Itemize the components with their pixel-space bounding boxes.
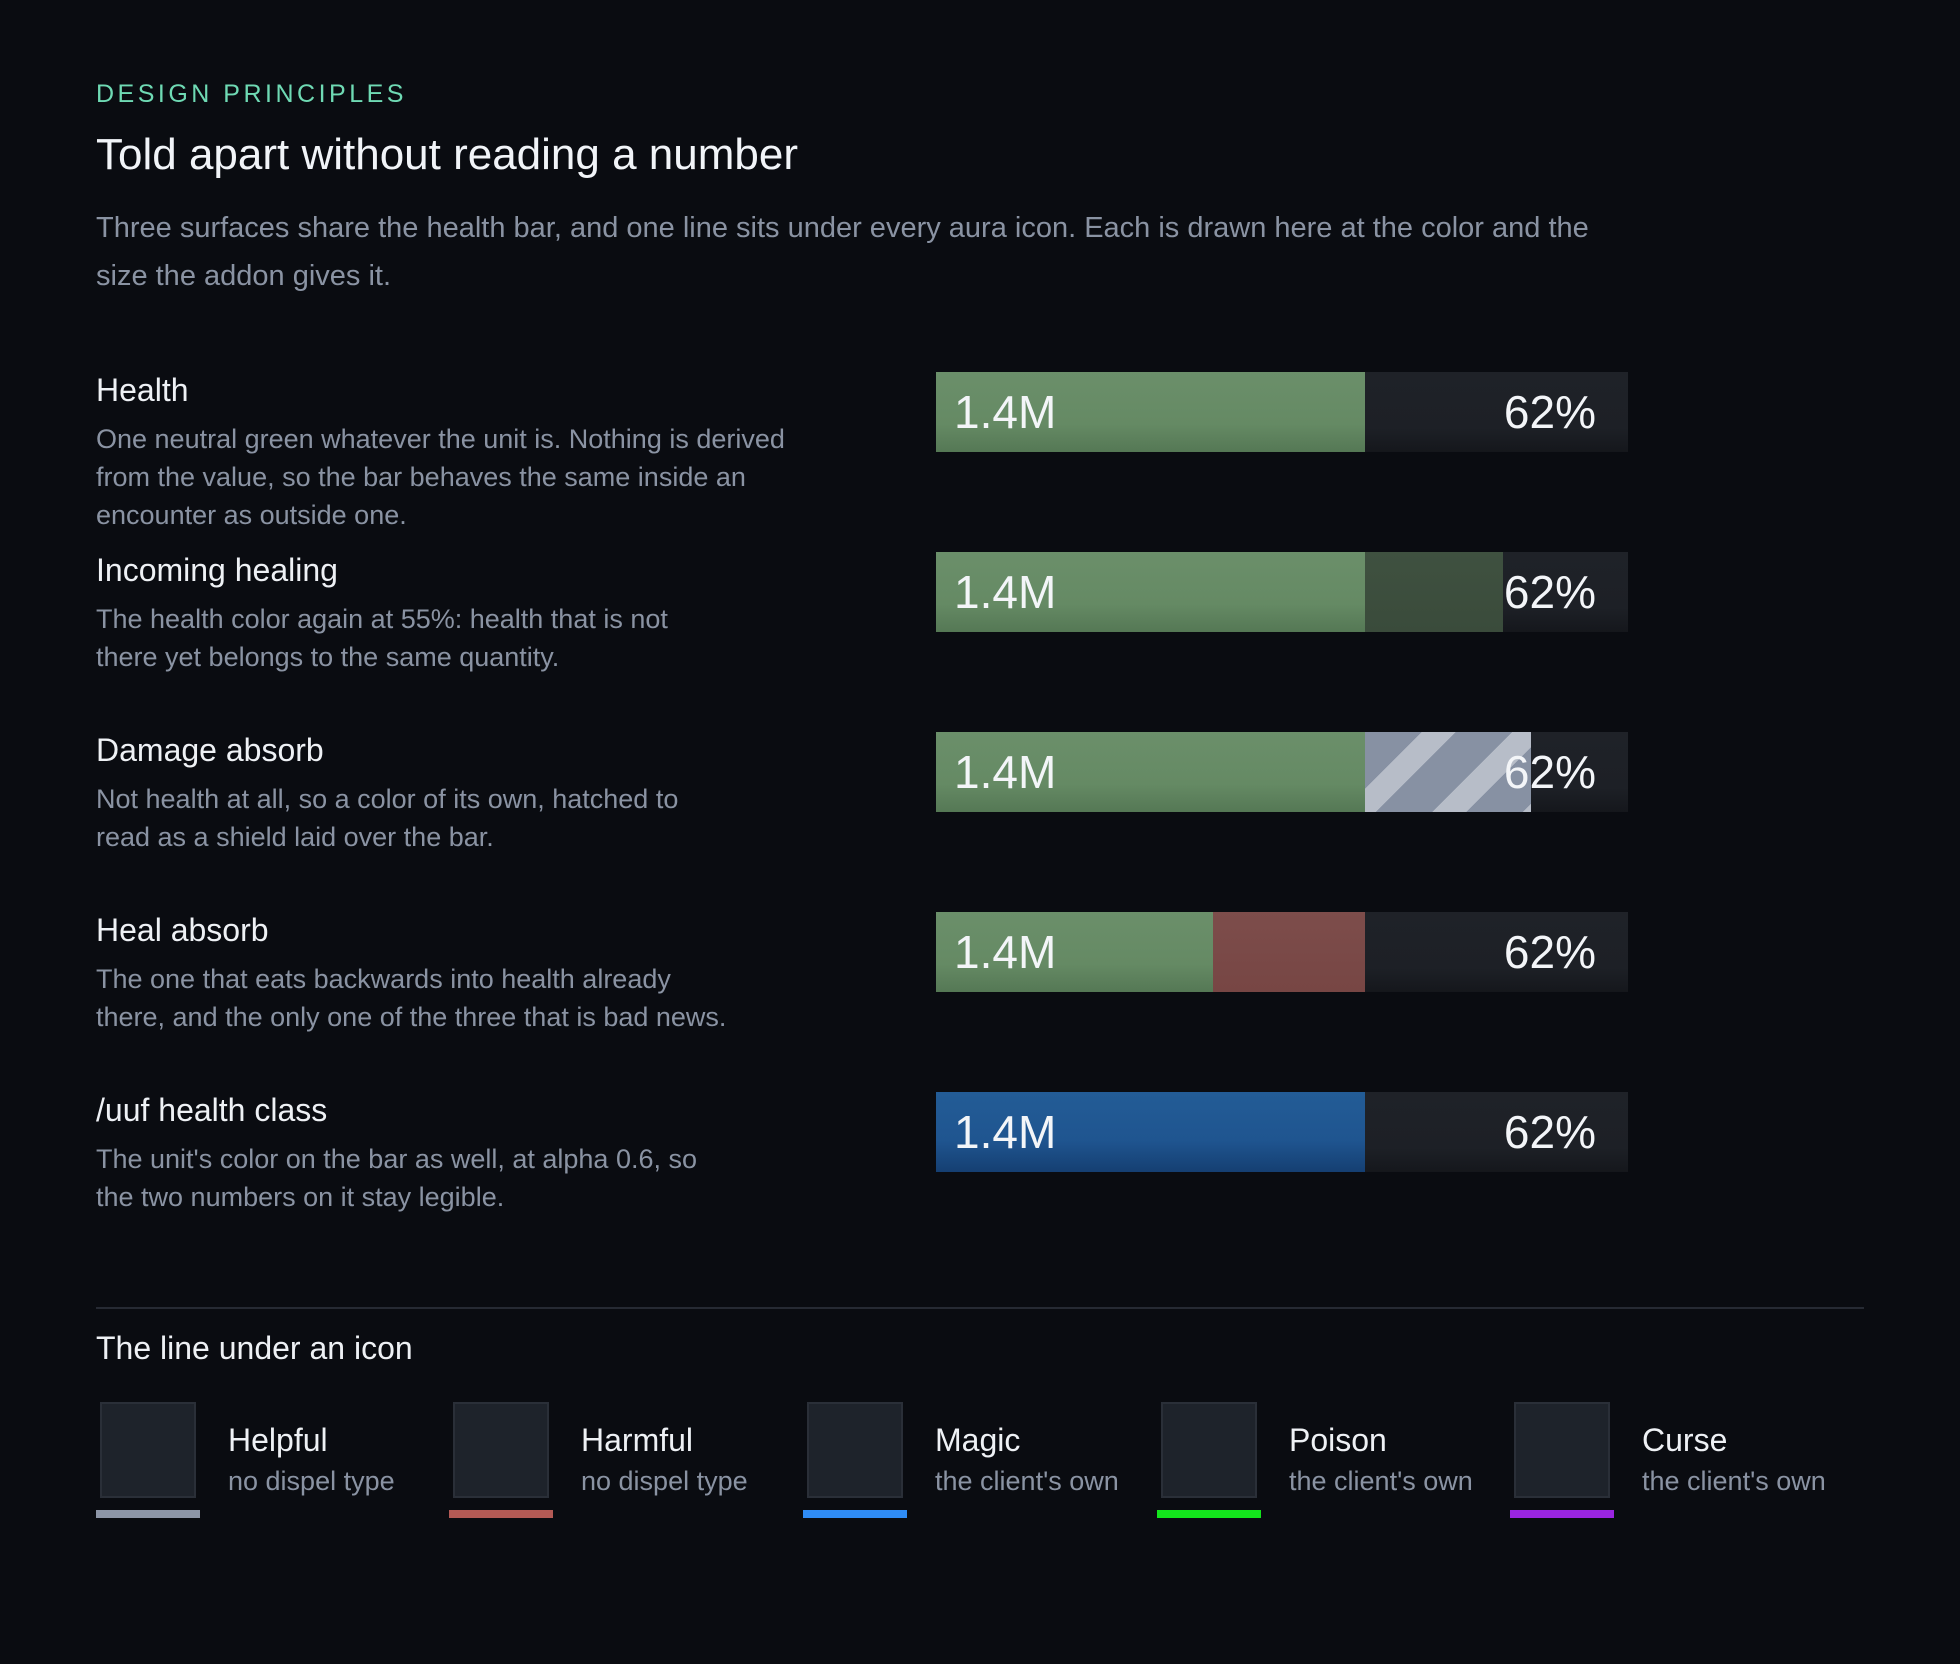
dispel-name: Harmful [581,1422,694,1458]
row-title: Incoming healing [96,552,338,588]
row-description: One neutral green whatever the unit is. … [96,424,785,530]
health-percent: 62% [1503,926,1596,978]
health-bar: 1.4M 62% [936,732,1628,812]
dispel-subtext: the client's own [1289,1466,1473,1496]
dispel-item-helpful: Helpful no dispel type [96,1402,436,1522]
dispel-subtext: no dispel type [228,1466,395,1496]
dispel-name: Helpful [228,1422,328,1458]
row-title: Heal absorb [96,912,269,948]
health-value: 1.4M [954,386,1057,438]
row-damage-absorb: Damage absorb Not health at all, so a co… [96,732,1632,912]
dispel-name: Magic [935,1422,1021,1458]
row-heal-absorb: Heal absorb The one that eats backwards … [96,912,1632,1092]
row-title: Damage absorb [96,732,324,768]
health-bar: 1.4M 62% [936,912,1628,992]
aura-icon [1514,1402,1610,1498]
health-value: 1.4M [954,926,1057,978]
row-title: /uuf health class [96,1092,328,1128]
damage-absorb-fill [1365,732,1531,812]
dispel-name: Poison [1289,1422,1387,1458]
health-bar: 1.4M 62% [936,1092,1628,1172]
dispel-subtext: the client's own [935,1466,1119,1496]
dispel-item-curse: Curse the client's own [1510,1402,1850,1522]
health-percent: 62% [1503,746,1596,798]
section-divider [96,1307,1864,1309]
aura-icon [1161,1402,1257,1498]
dispel-line [449,1510,553,1518]
health-percent: 62% [1503,1106,1596,1158]
health-bar: 1.4M 62% [936,372,1628,452]
dispel-subtext: the client's own [1642,1466,1826,1496]
incoming-healing-fill [1365,552,1503,632]
health-value: 1.4M [954,746,1057,798]
health-percent: 62% [1503,386,1596,438]
row-description: The unit's color on the bar as well, at … [96,1144,698,1212]
aura-icon [453,1402,549,1498]
heal-absorb-fill [1213,912,1365,992]
dispel-line [1157,1510,1261,1518]
aura-icon [807,1402,903,1498]
row-health-class: /uuf health class The unit's color on th… [96,1092,1632,1272]
section-title: The line under an icon [96,1330,413,1366]
row-incoming-healing: Incoming healing The health color again … [96,552,1632,732]
health-percent: 62% [1503,566,1596,618]
health-fill [936,372,1365,452]
lede-text: Three surfaces share the health bar, and… [96,212,1589,292]
class-color-fill [936,1092,1365,1172]
dispel-line [96,1510,200,1518]
aura-icon [100,1402,196,1498]
row-title: Health [96,372,189,408]
row-description: Not health at all, so a color of its own… [96,784,679,852]
row-description: The one that eats backwards into health … [96,964,727,1032]
dispel-line [1510,1510,1614,1518]
row-health: Health One neutral green whatever the un… [96,372,1632,552]
eyebrow-label: DESIGN PRINCIPLES [96,80,407,108]
dispel-name: Curse [1642,1422,1728,1458]
dispel-item-magic: Magic the client's own [803,1402,1143,1522]
dispel-item-harmful: Harmful no dispel type [449,1402,789,1522]
page-title: Told apart without reading a number [96,130,798,179]
health-value: 1.4M [954,566,1057,618]
health-fill [936,732,1365,812]
dispel-subtext: no dispel type [581,1466,748,1496]
health-fill [936,552,1365,632]
dispel-item-poison: Poison the client's own [1157,1402,1497,1522]
dispel-line [803,1510,907,1518]
health-value: 1.4M [954,1106,1057,1158]
health-bar: 1.4M 62% [936,552,1628,632]
row-description: The health color again at 55%: health th… [96,604,668,672]
